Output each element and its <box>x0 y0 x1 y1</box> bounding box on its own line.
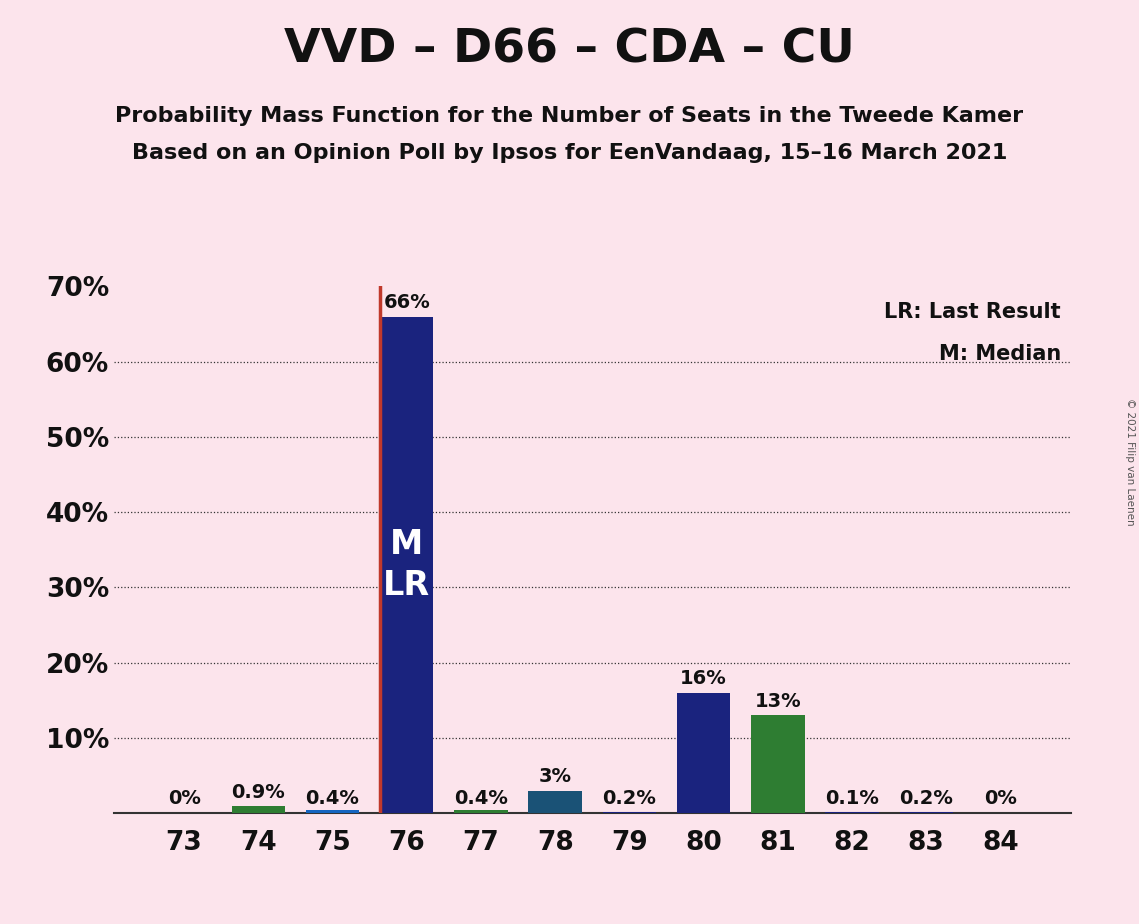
Text: 13%: 13% <box>754 692 801 711</box>
Bar <box>380 317 434 813</box>
Text: Probability Mass Function for the Number of Seats in the Tweede Kamer: Probability Mass Function for the Number… <box>115 106 1024 127</box>
Text: VVD – D66 – CDA – CU: VVD – D66 – CDA – CU <box>284 28 855 73</box>
Text: 0.1%: 0.1% <box>825 789 879 808</box>
Bar <box>603 811 656 813</box>
Bar <box>305 810 359 813</box>
Text: 3%: 3% <box>539 767 572 786</box>
Text: 0.2%: 0.2% <box>900 789 953 808</box>
Bar <box>900 811 953 813</box>
Bar <box>231 807 285 813</box>
Text: M
LR: M LR <box>383 528 431 602</box>
Text: 0%: 0% <box>984 789 1017 808</box>
Text: 0.9%: 0.9% <box>231 783 285 802</box>
Text: 66%: 66% <box>384 293 431 312</box>
Text: M: Median: M: Median <box>939 345 1062 364</box>
Text: LR: Last Result: LR: Last Result <box>885 302 1062 322</box>
Bar <box>677 693 730 813</box>
Text: 16%: 16% <box>680 669 727 688</box>
Bar <box>751 715 804 813</box>
Text: 0.2%: 0.2% <box>603 789 656 808</box>
Bar <box>454 810 508 813</box>
Text: © 2021 Filip van Laenen: © 2021 Filip van Laenen <box>1125 398 1134 526</box>
Text: 0.4%: 0.4% <box>305 789 360 808</box>
Text: Based on an Opinion Poll by Ipsos for EenVandaag, 15–16 March 2021: Based on an Opinion Poll by Ipsos for Ee… <box>132 143 1007 164</box>
Text: 0.4%: 0.4% <box>454 789 508 808</box>
Text: 0%: 0% <box>167 789 200 808</box>
Bar <box>528 791 582 813</box>
